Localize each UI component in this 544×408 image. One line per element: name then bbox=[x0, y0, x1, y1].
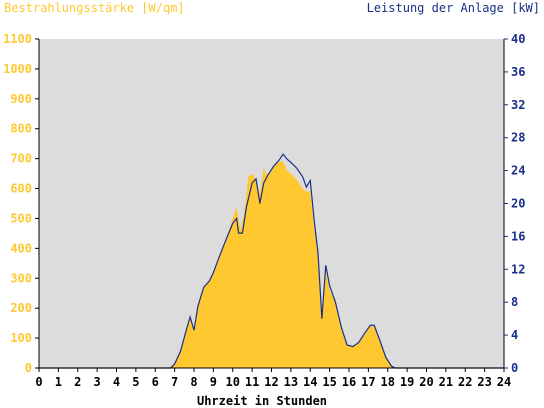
right-tick-label: 4 bbox=[511, 328, 518, 342]
x-tick-label: 18 bbox=[381, 375, 395, 389]
right-tick-label: 24 bbox=[511, 164, 525, 178]
left-tick-label: 1000 bbox=[3, 62, 32, 76]
x-tick-label: 0 bbox=[35, 375, 42, 389]
right-tick-label: 20 bbox=[511, 197, 525, 211]
left-tick-label: 400 bbox=[10, 241, 32, 255]
right-tick-label: 0 bbox=[511, 361, 518, 375]
left-axis-ticks: 0 100 200 300 400 500 600 700 800 900 1000 1100 bbox=[3, 32, 39, 375]
left-tick-label: 700 bbox=[10, 152, 32, 166]
left-tick-label: 800 bbox=[10, 122, 32, 136]
x-tick-label: 16 bbox=[342, 375, 356, 389]
x-tick-label: 5 bbox=[132, 375, 139, 389]
right-axis-ticks: 0 4 8 12 16 20 24 28 32 36 40 bbox=[504, 32, 525, 375]
x-tick-label: 24 bbox=[497, 375, 511, 389]
x-tick-label: 2 bbox=[74, 375, 81, 389]
x-tick-label: 22 bbox=[458, 375, 472, 389]
power-line bbox=[39, 153, 504, 369]
left-tick-label: 0 bbox=[25, 361, 32, 375]
right-axis-title: Leistung der Anlage [kW] bbox=[367, 1, 540, 15]
left-tick-label: 200 bbox=[10, 301, 32, 315]
left-axis-title: Bestrahlungsstärke [W/qm] bbox=[4, 1, 185, 15]
x-axis-ticks: 0 1 2 3 4 5 6 7 8 9 10 11 12 13 14 15 16 17 18 19 20 21 22 23 24 bbox=[35, 368, 511, 389]
right-tick-label: 16 bbox=[511, 229, 525, 243]
x-tick-label: 14 bbox=[303, 375, 317, 389]
left-tick-label: 300 bbox=[10, 271, 32, 285]
x-tick-label: 6 bbox=[152, 375, 159, 389]
x-tick-label: 8 bbox=[190, 375, 197, 389]
right-tick-label: 40 bbox=[511, 32, 525, 46]
x-tick-label: 7 bbox=[171, 375, 178, 389]
x-tick-label: 19 bbox=[400, 375, 414, 389]
right-tick-label: 36 bbox=[511, 65, 525, 79]
irradiance-area bbox=[39, 161, 504, 368]
x-tick-label: 1 bbox=[55, 375, 62, 389]
x-tick-label: 10 bbox=[226, 375, 240, 389]
x-tick-label: 20 bbox=[419, 375, 433, 389]
x-tick-label: 17 bbox=[361, 375, 375, 389]
left-tick-label: 100 bbox=[10, 331, 32, 345]
x-tick-label: 11 bbox=[245, 375, 259, 389]
x-axis-title: Uhrzeit in Stunden bbox=[197, 394, 327, 408]
x-tick-label: 23 bbox=[477, 375, 491, 389]
right-tick-label: 32 bbox=[511, 98, 525, 112]
x-tick-label: 13 bbox=[284, 375, 298, 389]
right-tick-label: 28 bbox=[511, 131, 525, 145]
x-tick-label: 15 bbox=[322, 375, 336, 389]
x-tick-label: 9 bbox=[210, 375, 217, 389]
x-tick-label: 3 bbox=[94, 375, 101, 389]
left-tick-label: 900 bbox=[10, 92, 32, 106]
left-tick-label: 500 bbox=[10, 211, 32, 225]
x-tick-label: 12 bbox=[264, 375, 278, 389]
right-tick-label: 12 bbox=[511, 262, 525, 276]
left-tick-label: 600 bbox=[10, 182, 32, 196]
right-tick-label: 8 bbox=[511, 295, 518, 309]
x-tick-label: 4 bbox=[113, 375, 120, 389]
left-tick-label: 1100 bbox=[3, 32, 32, 46]
x-tick-label: 21 bbox=[439, 375, 453, 389]
